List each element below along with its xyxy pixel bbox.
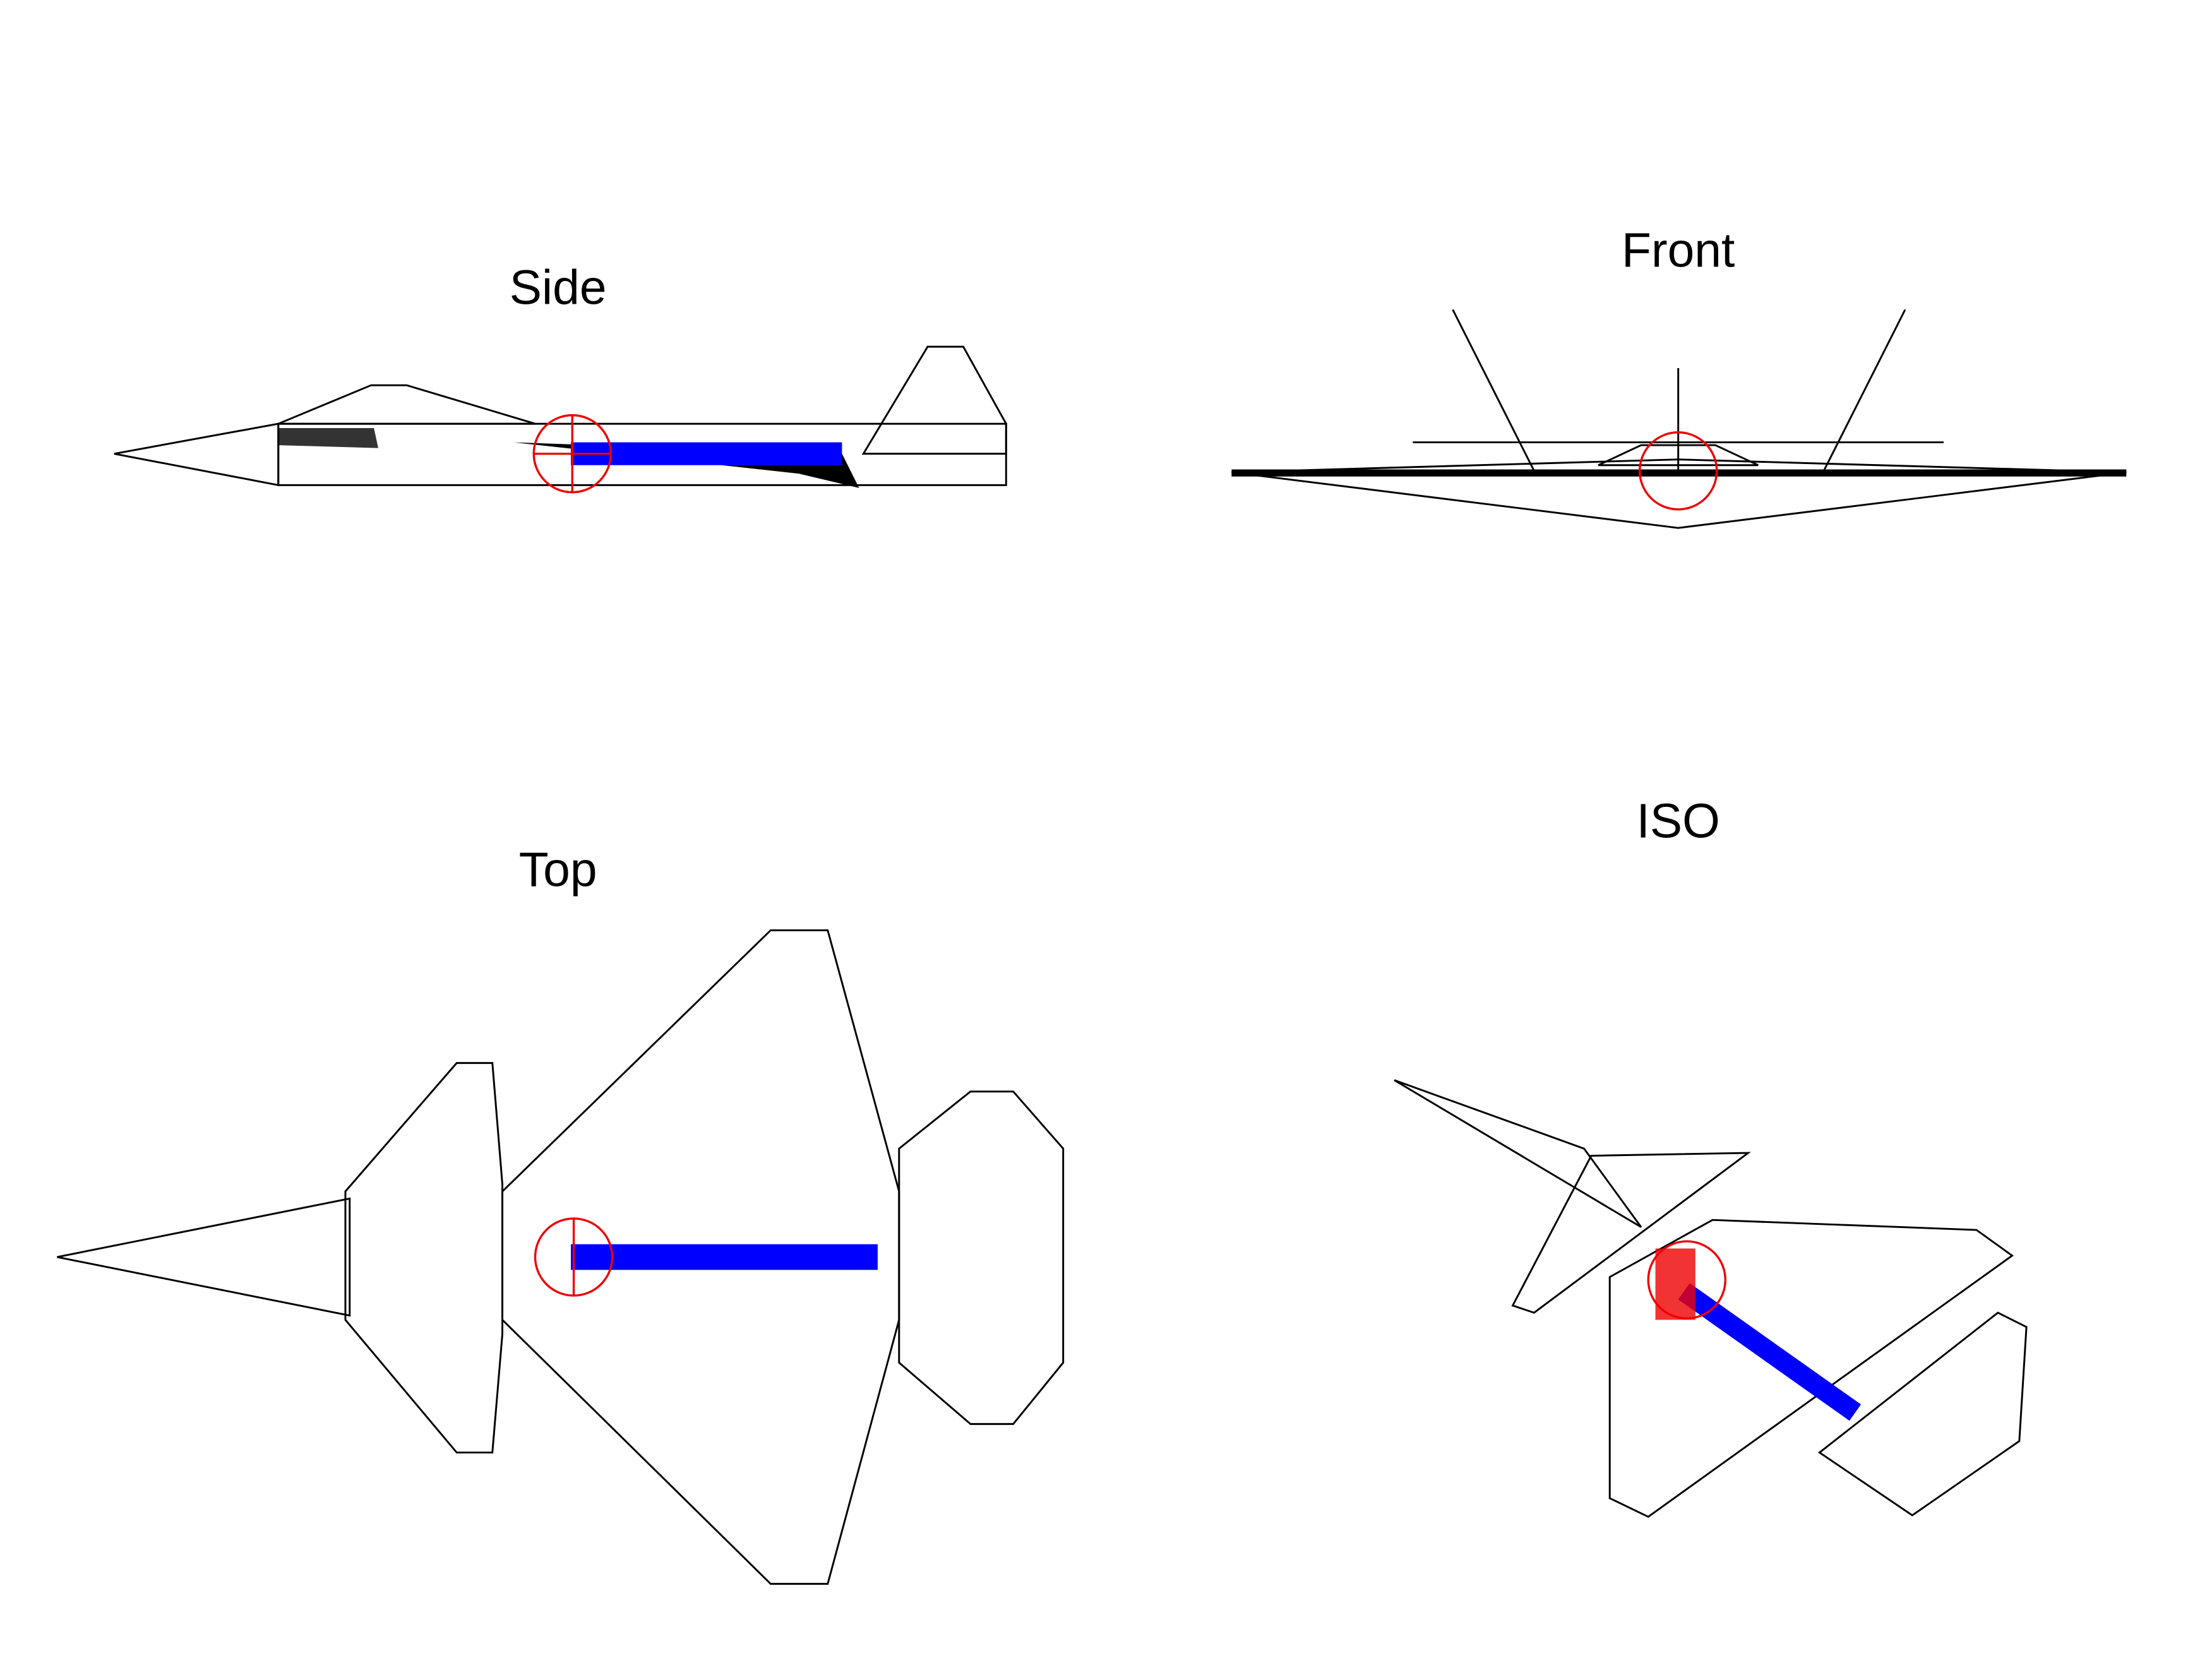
- wing: [278, 384, 535, 425]
- fuel-bar: [1678, 1283, 1862, 1421]
- wing: [1608, 1219, 2014, 1518]
- cg-cross: [534, 415, 611, 492]
- tail: [1817, 1311, 2028, 1517]
- top-view: [57, 929, 1065, 1585]
- nose: [57, 1197, 351, 1317]
- front-view: [1231, 309, 2127, 529]
- canard: [344, 1062, 504, 1454]
- side-view: [114, 345, 1007, 494]
- iso-view: [1394, 1079, 2028, 1518]
- view-title: Top: [519, 842, 597, 897]
- view-title: ISO: [1637, 794, 1720, 849]
- tail: [898, 1090, 1065, 1425]
- view-title: Side: [510, 260, 607, 314]
- canard: [1511, 1152, 1751, 1314]
- cg-marker: [1639, 431, 1718, 511]
- view-title: Front: [1622, 224, 1735, 278]
- cg-fill: [1655, 1248, 1695, 1320]
- nose: [1394, 1079, 1642, 1228]
- canopy: [1598, 444, 1759, 467]
- tail: [861, 345, 1007, 455]
- wing-edge: [1231, 469, 2127, 477]
- nose: [114, 422, 280, 487]
- fuel-bar: [571, 1244, 878, 1270]
- fuel-bar: [571, 442, 842, 465]
- fins: [1413, 309, 1944, 472]
- canard: [278, 427, 378, 448]
